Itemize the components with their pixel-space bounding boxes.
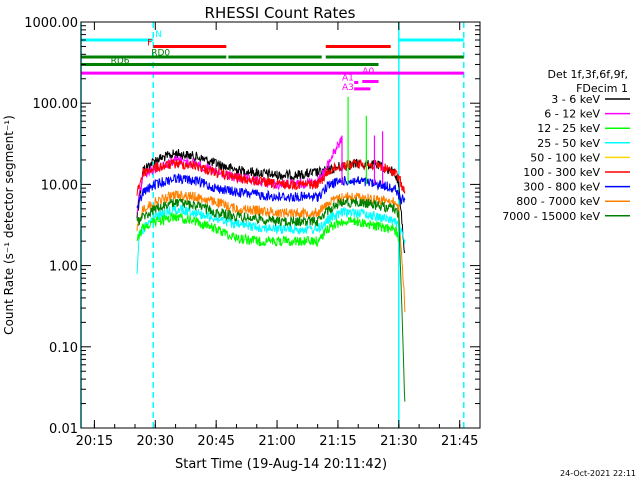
legend-label-50-100-kev: 50 - 100 keV bbox=[530, 151, 600, 164]
y-tick-label-0-01: 0.01 bbox=[49, 422, 78, 437]
legend-header-1: FDecim 1 bbox=[576, 82, 628, 95]
legend: Det 1f,3f,6f,9f,FDecim 13 - 6 keV 6 - 12 … bbox=[502, 68, 630, 223]
flag-label-rd0: RD0 bbox=[151, 49, 170, 59]
series-line-300-800-kev bbox=[136, 173, 406, 209]
legend-label-12-25-kev: 12 - 25 keV bbox=[537, 122, 600, 135]
flag-label-a0: A0 bbox=[362, 67, 374, 77]
y-tick-label-10-00: 10.00 bbox=[41, 178, 78, 193]
y-tick-label-1000-00: 1000.00 bbox=[24, 16, 78, 31]
legend-header-0: Det 1f,3f,6f,9f, bbox=[547, 68, 628, 81]
x-tick-label-21-00: 21:00 bbox=[258, 434, 295, 449]
y-tick-label-100-00: 100.00 bbox=[33, 97, 79, 112]
flag-label-n: N bbox=[155, 30, 162, 40]
flag-label-f: F bbox=[147, 39, 152, 49]
x-tick-label-20-15: 20:15 bbox=[76, 434, 113, 449]
flag-label-a3: A3 bbox=[342, 83, 354, 93]
series-line-12-25-kev bbox=[136, 212, 400, 248]
series-line-100-300-kev bbox=[136, 158, 406, 196]
legend-label-7000-15000-kev: 7000 - 15000 keV bbox=[502, 210, 600, 223]
legend-label-3-6-kev: 3 - 6 keV bbox=[551, 93, 600, 106]
x-tick-label-21-45: 21:45 bbox=[441, 434, 478, 449]
legend-label-300-800-kev: 300 - 800 keV bbox=[523, 181, 600, 194]
timestamp: 24-Oct-2021 22:11 bbox=[560, 469, 636, 478]
axis-ticks: 20:15 20:30 20:45 21:00 21:15 21:30 21:45 1000.… bbox=[24, 16, 480, 449]
series-line-800-7000-kev bbox=[136, 190, 406, 313]
x-tick-label-20-30: 20:30 bbox=[137, 434, 174, 449]
legend-label-25-50-kev: 25 - 50 keV bbox=[537, 137, 600, 150]
x-tick-label-21-15: 21:15 bbox=[319, 434, 356, 449]
x-axis-label: Start Time (19-Aug-14 20:11:42) bbox=[175, 457, 387, 472]
flag-label-a1: A1 bbox=[342, 74, 354, 84]
legend-label-6-12-kev: 6 - 12 keV bbox=[544, 108, 600, 121]
legend-label-100-300-kev: 100 - 300 keV bbox=[523, 166, 600, 179]
x-tick-label-21-30: 21:30 bbox=[380, 434, 417, 449]
y-tick-label-1-00: 1.00 bbox=[49, 260, 78, 275]
flag-label-rd6: RD6 bbox=[111, 56, 130, 66]
series-line-25-50-kev bbox=[136, 204, 406, 275]
chart-title: RHESSI Count Rates bbox=[205, 4, 356, 22]
y-axis-label: Count Rate (s⁻¹ detector segment⁻¹) bbox=[2, 115, 16, 335]
legend-label-800-7000-kev: 800 - 7000 keV bbox=[516, 195, 600, 208]
y-tick-label-0-10: 0.10 bbox=[49, 341, 78, 356]
plot-frame bbox=[80, 21, 481, 429]
x-tick-label-20-45: 20:45 bbox=[197, 434, 234, 449]
series-line-7000-15000-kev bbox=[136, 196, 406, 402]
